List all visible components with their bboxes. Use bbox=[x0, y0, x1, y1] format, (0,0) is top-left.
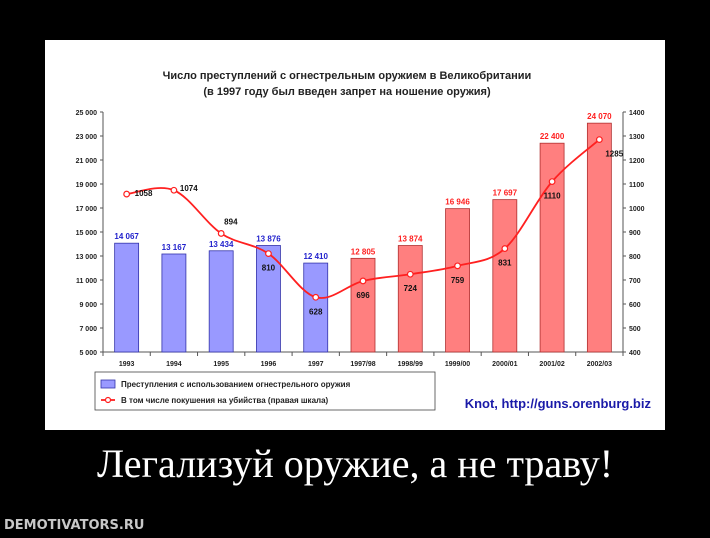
legend-line-label: В том числе покушения на убийства (права… bbox=[121, 396, 329, 405]
watermark: DEMOTIVATORS.RU bbox=[4, 518, 145, 533]
x-tick-label: 1993 bbox=[119, 361, 135, 368]
caption: Легализуй оружие, а не траву! bbox=[96, 441, 614, 486]
y2-tick-label: 400 bbox=[629, 350, 641, 357]
bar-value-label: 14 067 bbox=[114, 232, 139, 241]
line-value-label: 724 bbox=[404, 284, 418, 293]
line-value-label: 1074 bbox=[180, 184, 198, 193]
x-tick-label: 1997 bbox=[308, 361, 324, 368]
line-point bbox=[501, 245, 509, 252]
line-value-label: 759 bbox=[451, 276, 465, 285]
x-tick-label: 1999/00 bbox=[445, 361, 470, 368]
line-value-label: 1110 bbox=[544, 192, 561, 201]
bar-value-label: 22 400 bbox=[540, 132, 565, 141]
x-tick-label: 1998/99 bbox=[398, 361, 423, 368]
y-tick-label: 25 000 bbox=[76, 110, 98, 117]
bar-value-label: 13 874 bbox=[398, 235, 423, 244]
bar-value-label: 13 167 bbox=[162, 243, 187, 252]
y-tick-label: 7 000 bbox=[79, 326, 97, 333]
y-tick-label: 5 000 bbox=[79, 350, 97, 357]
legend-bar-swatch bbox=[100, 379, 116, 389]
bar bbox=[445, 208, 470, 353]
bar bbox=[208, 250, 234, 353]
x-tick-label: 1995 bbox=[213, 361, 229, 368]
chart-title: Число преступлений с огнестрельным оружи… bbox=[163, 70, 532, 82]
bar-value-label: 12 805 bbox=[351, 247, 376, 256]
line-point bbox=[595, 136, 603, 143]
x-tick-label: 2000/01 bbox=[492, 361, 517, 368]
bar bbox=[397, 245, 423, 353]
x-tick-label: 2002/03 bbox=[587, 361, 612, 368]
bar-value-label: 16 946 bbox=[445, 198, 470, 207]
line-point bbox=[170, 186, 178, 194]
y-tick-label: 23 000 bbox=[76, 134, 98, 141]
bar-value-label: 17 697 bbox=[493, 189, 518, 198]
legend-box bbox=[94, 371, 436, 411]
bar bbox=[256, 245, 281, 353]
line-point bbox=[406, 270, 414, 278]
source-label: Knot, http://guns.orenburg.biz bbox=[465, 396, 652, 411]
line-value-label: 810 bbox=[262, 264, 276, 273]
y2-tick-label: 800 bbox=[629, 254, 641, 261]
bar bbox=[586, 122, 612, 353]
line-point bbox=[217, 230, 225, 237]
bar bbox=[492, 199, 518, 353]
x-tick-label: 1996 bbox=[261, 361, 277, 368]
bar bbox=[161, 253, 187, 353]
line-value-label: 696 bbox=[356, 291, 370, 300]
bar-value-label: 13 876 bbox=[256, 234, 281, 243]
legend-line-marker bbox=[104, 396, 112, 404]
chart-subtitle: (в 1997 году был введен запрет на ношени… bbox=[203, 86, 491, 98]
y-tick-label: 11 000 bbox=[76, 278, 97, 285]
line-value-label: 894 bbox=[224, 217, 238, 226]
line-value-label: 1058 bbox=[135, 189, 153, 198]
line-value-label: 831 bbox=[498, 259, 512, 268]
line-point bbox=[548, 178, 556, 186]
y-tick-label: 9 000 bbox=[79, 302, 97, 309]
y2-tick-label: 1300 bbox=[629, 134, 645, 141]
y-tick-label: 21 000 bbox=[76, 158, 98, 165]
line-point bbox=[312, 293, 320, 301]
bar-value-label: 24 070 bbox=[587, 112, 612, 121]
x-tick-label: 1997/98 bbox=[350, 361, 375, 368]
y-tick-label: 19 000 bbox=[76, 182, 98, 189]
line-value-label: 1285 bbox=[605, 150, 623, 159]
x-tick-label: 2001/02 bbox=[539, 361, 564, 368]
bar-value-label: 12 410 bbox=[303, 252, 328, 261]
line-point bbox=[265, 250, 272, 258]
bar bbox=[303, 262, 329, 353]
y2-tick-label: 900 bbox=[629, 230, 641, 237]
bar bbox=[539, 142, 565, 353]
line-point bbox=[123, 190, 131, 198]
bar bbox=[114, 242, 140, 353]
line-point bbox=[359, 277, 367, 285]
line-value-label: 628 bbox=[309, 307, 323, 316]
bar-value-label: 13 434 bbox=[209, 240, 234, 249]
y2-tick-label: 500 bbox=[629, 326, 641, 333]
y-tick-label: 17 000 bbox=[76, 206, 98, 213]
y2-tick-label: 600 bbox=[629, 302, 641, 309]
y2-tick-label: 1000 bbox=[629, 206, 645, 213]
line-point bbox=[454, 262, 461, 270]
y2-tick-label: 1400 bbox=[629, 110, 645, 117]
x-tick-label: 1994 bbox=[166, 361, 182, 368]
chart-frame: Число преступлений с огнестрельным оружи… bbox=[45, 40, 665, 430]
y2-tick-label: 1100 bbox=[629, 182, 644, 189]
legend-bar-label: Преступления с использованием огнестрель… bbox=[121, 380, 351, 389]
y2-tick-label: 1200 bbox=[629, 158, 645, 165]
y-tick-label: 13 000 bbox=[76, 254, 98, 261]
y-tick-label: 15 000 bbox=[76, 230, 98, 237]
bar bbox=[350, 257, 376, 353]
y2-tick-label: 700 bbox=[629, 278, 641, 285]
chart: Число преступлений с огнестрельным оружи… bbox=[76, 70, 652, 411]
